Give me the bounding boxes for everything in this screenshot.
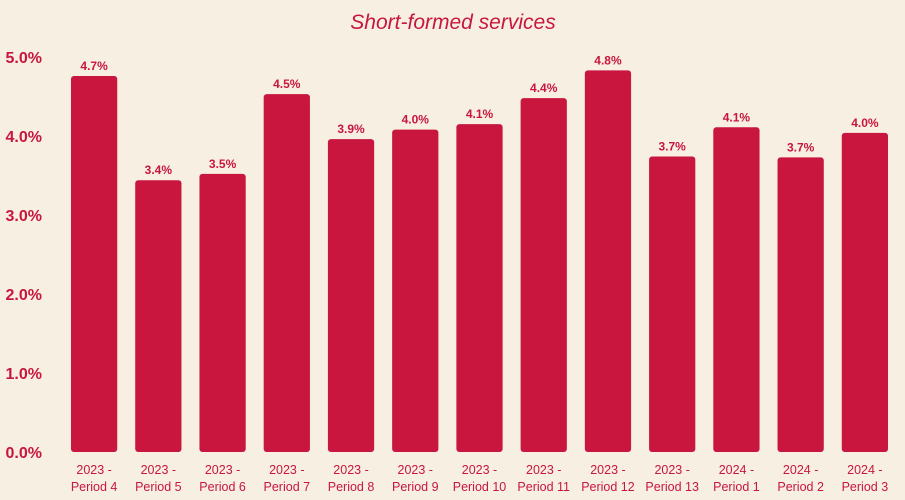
x-tick-label: 2023 -Period 5 <box>135 463 182 494</box>
y-tick-label: 4.0% <box>6 129 42 146</box>
data-label: 4.1% <box>723 110 751 124</box>
bar <box>70 75 118 453</box>
data-label: 3.7% <box>787 140 815 154</box>
y-tick-label: 0.0% <box>6 445 42 462</box>
y-axis: 0.0% 1.0% 2.0% 3.0% 4.0% 5.0% <box>6 50 42 462</box>
data-label: 3.9% <box>337 122 365 136</box>
data-label: 4.5% <box>273 77 301 91</box>
chart-title: Short-formed services <box>350 11 556 34</box>
x-tick-label: 2023 -Period 6 <box>199 463 246 494</box>
x-tick-label: 2024 -Period 1 <box>713 463 760 494</box>
x-tick-label: 2023 -Period 12 <box>581 463 635 494</box>
bar <box>713 127 760 452</box>
x-tick-label: 2023 -Period 10 <box>453 463 507 494</box>
y-tick-label: 5.0% <box>6 50 42 67</box>
data-label: 3.5% <box>209 157 237 171</box>
x-tick-label: 2023 -Period 13 <box>645 463 699 494</box>
data-labels: 4.7% 3.4% 3.5% 4.5% 3.9% 4.0% 4.1% 4.4% 4.8% 3.7%… <box>80 53 878 177</box>
x-axis: 2023 -Period 4 2023 -Period 5 2023 -Period… <box>71 463 888 494</box>
x-tick-label: 2023 -Period 9 <box>392 463 439 494</box>
data-label: 4.1% <box>466 107 494 121</box>
x-tick-label: 2023 -Period 7 <box>264 463 311 494</box>
bar <box>199 173 246 453</box>
bar <box>392 129 439 452</box>
data-label: 4.4% <box>530 81 558 95</box>
bar <box>327 139 375 452</box>
y-tick-label: 3.0% <box>6 208 42 225</box>
bar <box>584 70 632 453</box>
x-tick-label: 2023 -Period 11 <box>517 463 570 494</box>
y-tick-label: 1.0% <box>6 366 42 383</box>
x-tick-label: 2023 -Period 8 <box>328 463 375 494</box>
bar <box>649 156 696 453</box>
x-tick-label: 2024 -Period 2 <box>777 463 824 494</box>
bar <box>520 98 567 452</box>
data-label: 3.4% <box>145 163 173 177</box>
bar <box>135 180 182 453</box>
bars <box>70 70 889 453</box>
x-tick-label: 2023 -Period 4 <box>71 463 118 494</box>
data-label: 4.0% <box>402 113 430 127</box>
data-label: 4.8% <box>594 53 622 67</box>
data-label: 4.0% <box>851 116 879 130</box>
x-tick-label: 2024 -Period 3 <box>842 463 889 494</box>
y-tick-label: 2.0% <box>6 287 42 304</box>
bar <box>777 157 824 452</box>
bar <box>456 124 503 453</box>
bar <box>841 132 889 452</box>
data-label: 3.7% <box>659 140 687 154</box>
data-label: 4.7% <box>80 59 108 73</box>
bar <box>263 94 310 452</box>
